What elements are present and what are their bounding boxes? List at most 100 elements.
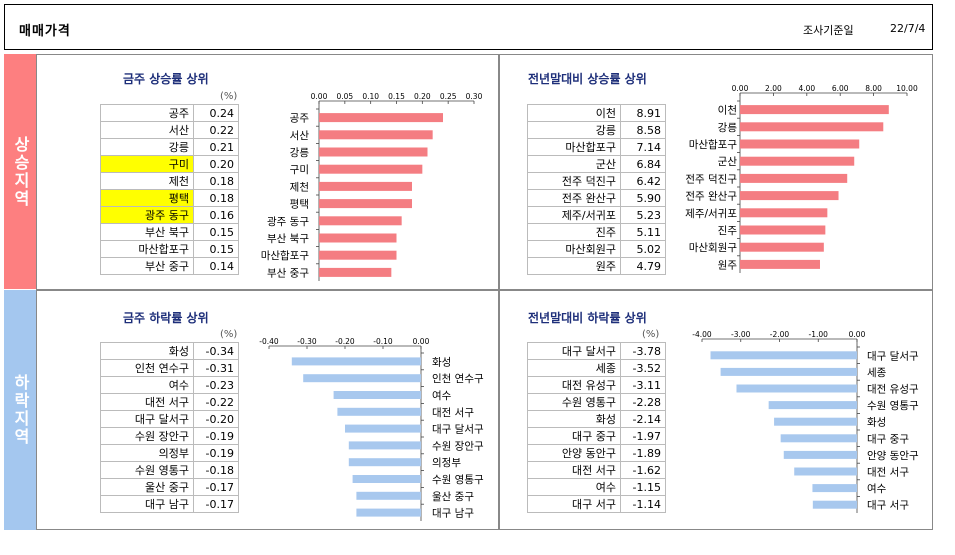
table-row: 대구 서구 -1.14 bbox=[527, 495, 666, 513]
bar bbox=[356, 508, 421, 517]
unit-label: (%) bbox=[642, 329, 660, 340]
category-label: 진주 bbox=[718, 225, 738, 237]
rate-value: -3.78 bbox=[620, 342, 666, 360]
rate-value: 5.90 bbox=[620, 189, 666, 207]
category-label: 수원 장안구 bbox=[432, 440, 484, 452]
bar bbox=[319, 199, 412, 209]
bar bbox=[740, 105, 889, 115]
tick-label: 4.00 bbox=[798, 84, 815, 93]
panel-yearly-rise: 전년말대비 상승률 상위 이천 8.91 강릉 8.58 마산합포구 7.14 군산 6.84… bbox=[499, 54, 933, 290]
table-row: 수원 장안구 -0.19 bbox=[100, 427, 239, 445]
category-label: 안양 동안구 bbox=[867, 450, 919, 462]
category-label: 인천 연수구 bbox=[432, 373, 484, 385]
category-label: 화성 bbox=[432, 356, 451, 368]
bar bbox=[783, 450, 857, 459]
table-row: 의정부 -0.19 bbox=[100, 444, 239, 462]
table-row: 대전 서구 -0.22 bbox=[100, 393, 239, 411]
table-row: 대구 달서구 -3.78 bbox=[527, 342, 666, 360]
tick-label: -0.30 bbox=[297, 337, 317, 346]
bar bbox=[740, 156, 855, 166]
category-label: 광주 동구 bbox=[267, 216, 309, 228]
panel-title: 금주 상승률 상위 bbox=[123, 72, 209, 86]
rate-value: -0.17 bbox=[193, 495, 239, 513]
bar bbox=[736, 384, 857, 393]
table-row: 구미 0.20 bbox=[100, 155, 239, 173]
table-row: 대전 서구 -1.62 bbox=[527, 461, 666, 479]
category-label: 대구 중구 bbox=[867, 433, 909, 445]
bar bbox=[319, 181, 412, 191]
category-label: 대전 서구 bbox=[432, 407, 474, 419]
rate-value: -1.14 bbox=[620, 495, 666, 513]
rise-region-text: 상승지역 bbox=[11, 135, 30, 208]
rate-value: -0.20 bbox=[193, 410, 239, 428]
bar bbox=[291, 357, 421, 366]
rate-value: -0.18 bbox=[193, 461, 239, 479]
region-name: 광주 동구 bbox=[100, 206, 194, 224]
rise-region-label: 상승지역 bbox=[4, 54, 36, 290]
rate-value: -0.34 bbox=[193, 342, 239, 360]
category-label: 강릉 bbox=[290, 147, 310, 159]
tick-label: 0.00 bbox=[732, 84, 749, 93]
region-name: 제주/서귀포 bbox=[527, 206, 621, 224]
category-label: 서산 bbox=[290, 130, 310, 142]
table-row: 광주 동구 0.16 bbox=[100, 206, 239, 224]
bar bbox=[794, 467, 857, 476]
tick-label: 0.00 bbox=[311, 92, 328, 101]
category-label: 대구 서구 bbox=[867, 500, 909, 512]
bar bbox=[319, 164, 423, 174]
table-row: 공주 0.24 bbox=[100, 104, 239, 122]
tick-label: 0.15 bbox=[388, 92, 405, 101]
tick-label: -0.40 bbox=[259, 337, 279, 346]
panel-title: 전년말대비 하락률 상위 bbox=[528, 311, 647, 325]
rate-value: 5.11 bbox=[620, 223, 666, 241]
tick-label: 0.05 bbox=[336, 92, 353, 101]
fall-region-text: 하락지역 bbox=[11, 374, 30, 446]
bar bbox=[319, 267, 392, 277]
survey-date: 22/7/4 bbox=[890, 22, 926, 35]
panel-weekly-rise: 금주 상승률 상위 (%) 공주 0.24 서산 0.22 강릉 0.21 구미 0.20 제천… bbox=[36, 54, 499, 290]
ranking-table: 공주 0.24 서산 0.22 강릉 0.21 구미 0.20 제천 0.18 평택 0.18 광주 동… bbox=[100, 104, 239, 275]
tick-label: 0.00 bbox=[849, 330, 866, 339]
bar bbox=[740, 173, 848, 183]
category-label: 대구 달서구 bbox=[867, 350, 919, 362]
rate-value: 4.79 bbox=[620, 257, 666, 275]
category-label: 제천 bbox=[290, 181, 309, 193]
bar bbox=[319, 130, 433, 140]
rate-value: -0.19 bbox=[193, 444, 239, 462]
region-name: 대구 남구 bbox=[100, 495, 194, 513]
rate-value: 7.14 bbox=[620, 138, 666, 156]
bar bbox=[740, 225, 826, 235]
category-label: 전주 덕진구 bbox=[685, 173, 737, 185]
table-row: 대구 남구 -0.17 bbox=[100, 495, 239, 513]
bar bbox=[333, 391, 421, 399]
table-row: 전주 완산구 5.90 bbox=[527, 189, 666, 207]
panel-weekly-fall: 금주 하락률 상위 (%) 화성 -0.34 인천 연수구 -0.31 여수 -0.23 대… bbox=[36, 290, 499, 530]
category-label: 부산 북구 bbox=[267, 233, 309, 245]
bar bbox=[740, 259, 820, 269]
panel-title: 전년말대비 상승률 상위 bbox=[528, 72, 647, 86]
tick-label: -4.00 bbox=[692, 330, 712, 339]
report-header: 매매가격 조사기준일 22/7/4 bbox=[4, 4, 933, 50]
region-name: 대구 서구 bbox=[527, 495, 621, 513]
bar bbox=[319, 250, 397, 260]
category-label: 대전 유성구 bbox=[867, 384, 919, 396]
rate-value: -1.15 bbox=[620, 478, 666, 496]
table-row: 평택 0.18 bbox=[100, 189, 239, 207]
category-label: 수원 영통구 bbox=[867, 400, 919, 412]
category-label: 부산 중구 bbox=[267, 267, 309, 279]
category-label: 여수 bbox=[867, 483, 887, 495]
unit-label: (%) bbox=[220, 91, 238, 102]
bar bbox=[356, 491, 421, 500]
bar bbox=[345, 424, 421, 433]
survey-date-label: 조사기준일 bbox=[803, 24, 854, 37]
table-row: 제천 0.18 bbox=[100, 172, 239, 190]
region-name: 평택 bbox=[100, 189, 194, 207]
category-label: 마산합포구 bbox=[689, 139, 738, 151]
table-row: 진주 5.11 bbox=[527, 223, 666, 241]
tick-label: -1.00 bbox=[809, 330, 829, 339]
table-row: 마산회원구 5.02 bbox=[527, 240, 666, 258]
tick-label: 0.20 bbox=[414, 92, 431, 101]
bar bbox=[319, 113, 443, 123]
